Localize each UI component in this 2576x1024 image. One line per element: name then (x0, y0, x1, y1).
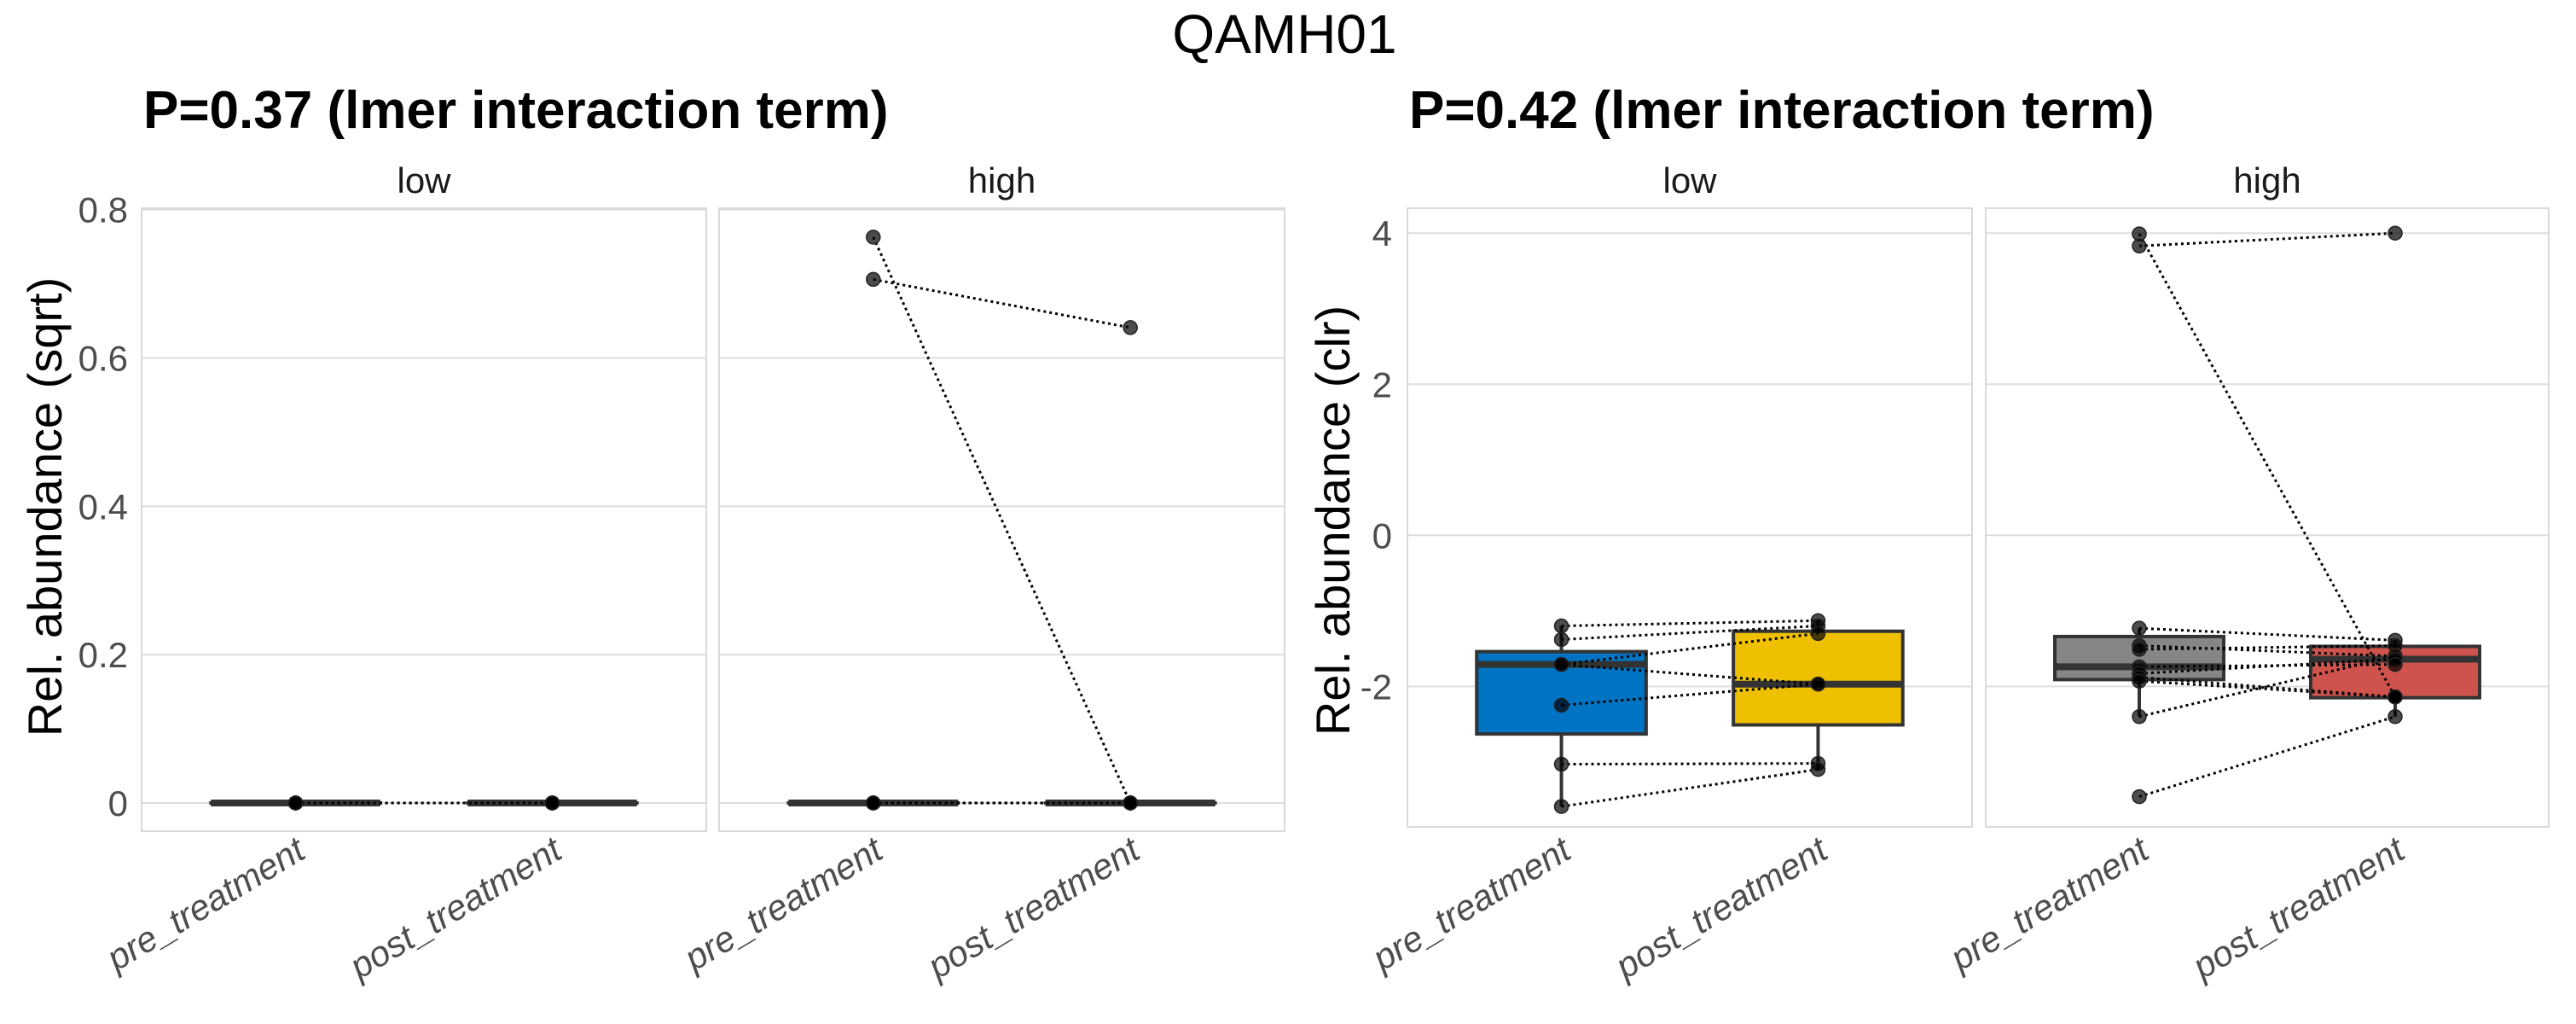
subtitle-clr: P=0.42 (lmer interaction term) (1409, 81, 2154, 140)
figure-title: QAMH01 (1172, 3, 1396, 65)
panel-border (1407, 207, 1973, 828)
y-tick-label: 0.2 (78, 635, 128, 675)
strip-label-low: low (1662, 160, 1717, 201)
data-point (2387, 709, 2403, 724)
pair-line (2138, 644, 2396, 658)
pair-line (2138, 233, 2397, 698)
y-tick-label: 0.8 (78, 190, 128, 230)
y-tick-label: -2 (1361, 666, 1392, 707)
panel-sqrt-low: low (141, 160, 707, 832)
panel-border (141, 207, 707, 832)
pair-line (2138, 676, 2396, 699)
data-point (2132, 238, 2147, 254)
data-point (2387, 656, 2403, 672)
data-point (2132, 673, 2147, 689)
pair-line (2138, 655, 2396, 719)
pair-line (1561, 762, 1819, 766)
pair-line (1561, 631, 1819, 666)
panel-clr-high: high (1985, 160, 2550, 828)
y-tick-label: 4 (1372, 213, 1392, 253)
pair-line (2138, 657, 2396, 675)
pair-line (1561, 663, 1819, 686)
pair-line (1561, 768, 1819, 808)
panel-sqrt-high: high (718, 160, 1285, 832)
strip-label-low: low (397, 160, 451, 201)
subtitle-sqrt: P=0.37 (lmer interaction term) (143, 81, 888, 140)
panel-border (1985, 207, 2550, 828)
panel-border (718, 207, 1285, 832)
y-tick-label: 2 (1372, 364, 1392, 404)
y-tick-label: 0.4 (78, 486, 128, 527)
data-point (1553, 631, 1569, 648)
data-point (2387, 225, 2403, 241)
panel-clr-low: low (1407, 160, 1973, 828)
data-point (866, 271, 881, 288)
pair-line (872, 236, 1132, 804)
data-point (2132, 788, 2147, 805)
data-point (866, 795, 881, 811)
data-point (1553, 799, 1569, 814)
pair-line (2138, 626, 2396, 642)
y-tick-label: 0 (1372, 515, 1392, 556)
pair-line (1561, 625, 1819, 641)
y-axis-title-sqrt: Rel. abundance (sqrt) (18, 277, 72, 737)
pair-line (2138, 663, 2396, 668)
data-point (1810, 625, 1826, 642)
y-axis-title-clr: Rel. abundance (clr) (1306, 305, 1360, 736)
pair-line (1561, 683, 1819, 707)
y-tick-label: 0 (108, 783, 128, 823)
data-point (2132, 620, 2147, 636)
data-point (1553, 618, 1569, 634)
data-point (1810, 761, 1826, 777)
pair-line (873, 277, 1131, 329)
pair-line (2138, 715, 2396, 799)
strip-label-high: high (968, 160, 1036, 201)
strip-label-high: high (2233, 160, 2300, 201)
data-point (866, 230, 881, 245)
pair-line (2138, 644, 2396, 651)
pair-line (2138, 679, 2396, 699)
data-point (1553, 756, 1569, 772)
data-point (1553, 697, 1569, 713)
pair-line (1561, 619, 1819, 628)
y-tick-label: 0.6 (78, 339, 128, 379)
data-point (544, 795, 560, 811)
data-point (2132, 709, 2147, 724)
data-point (1810, 676, 1826, 692)
data-point (1123, 320, 1138, 335)
pair-line (2138, 231, 2396, 247)
data-point (1123, 795, 1138, 811)
data-point (2132, 642, 2147, 657)
data-point (287, 795, 304, 811)
data-point (1553, 656, 1569, 672)
data-point (2387, 689, 2403, 705)
